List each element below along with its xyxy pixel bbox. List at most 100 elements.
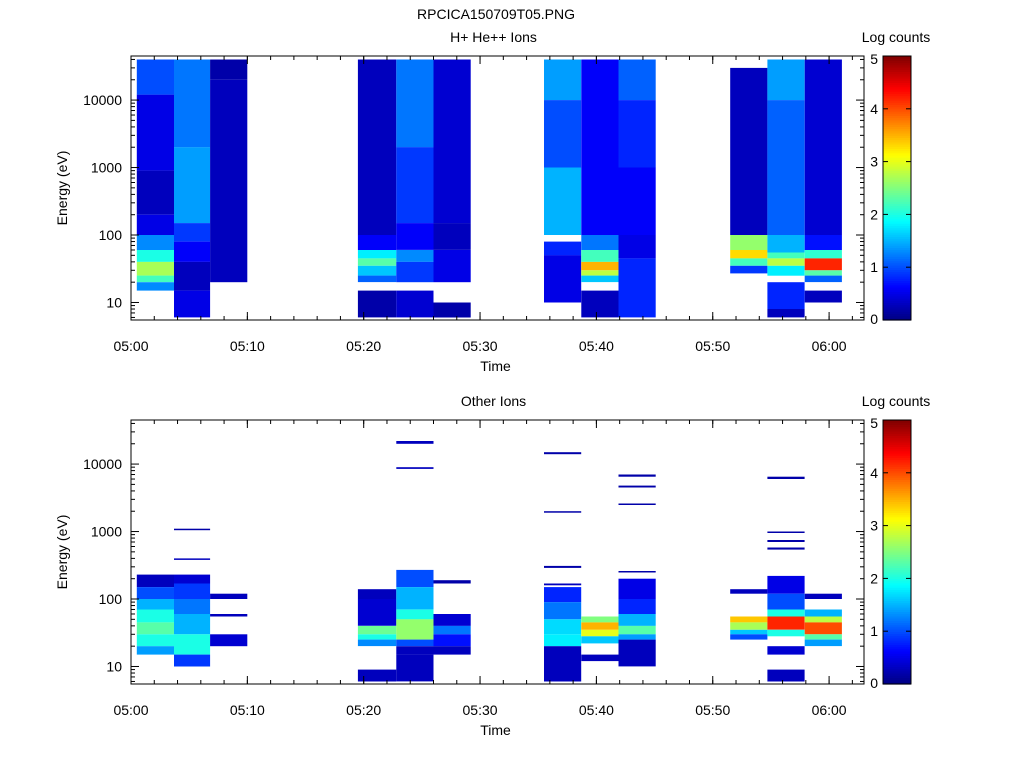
x-tick-label: 05:10 [230,702,265,718]
heatmap-cell [619,235,656,258]
colorbar: 012345 [870,51,911,327]
heatmap-cell [619,579,656,599]
heatmap-cell [730,634,767,639]
heatmap-cell [619,258,656,317]
x-tick-label: 05:40 [579,338,614,354]
heatmap-cell [434,223,471,250]
heatmap-cell [619,486,656,488]
heatmap-cell [396,441,433,444]
heatmap-cell [544,566,581,568]
heatmap-cell [619,475,656,477]
colorbar-tick-label: 0 [870,311,878,327]
heatmap-cell [396,250,433,262]
heatmap-cell [767,60,804,101]
heatmap-cell [396,262,433,282]
heatmap-cell [730,250,767,258]
heatmap-cell [396,291,433,318]
heatmap-cell [396,147,433,223]
heatmap-cell [767,309,804,317]
heatmap-cell [396,640,433,647]
x-tick-label: 05:20 [346,338,381,354]
colorbar-tick-label: 4 [870,465,878,481]
x-tick-label: 05:20 [346,702,381,718]
heatmap-cell [767,646,804,654]
x-tick-label: 06:00 [812,338,847,354]
heatmap-cell [396,570,433,587]
colorbar-tick-label: 3 [870,154,878,170]
heatmap-cell [581,655,618,662]
heatmap-cell [137,60,174,95]
heatmap-cell [358,634,396,639]
heatmap-cell [581,276,618,283]
heatmap-cell [434,614,471,626]
heatmap-cell [137,282,174,290]
heatmap-cell [767,630,804,637]
y-tick-label: 10000 [83,92,122,108]
heatmap-cell [544,634,581,646]
heatmap-cell [767,610,804,617]
heatmap-cell [581,270,618,275]
heatmap-cell [396,655,433,682]
panel-h-he-ions: H+ He++ IonsTimeEnergy (eV)05:00 05:10 05:… [54,29,930,374]
heatmap-cell [581,630,618,637]
heatmap-cell [767,266,804,276]
x-tick-label: 05:00 [113,702,148,718]
heatmap-cell [805,622,842,634]
heatmap-cell [619,626,656,634]
y-tick-label: 10 [106,294,122,310]
colorbar-tick-label: 2 [870,206,878,222]
heatmap-cell [767,258,804,265]
heatmap-cell [619,634,656,639]
heatmap-cell [730,266,767,274]
heatmap-cell [174,584,210,600]
heatmap-cell [544,168,581,236]
y-tick-label: 10 [106,658,122,674]
colorbar: 012345 [870,415,911,691]
heatmap-cell [137,622,174,634]
heatmap-cell [396,223,433,250]
heatmap-cell [767,670,804,682]
heatmap-cell [730,68,767,235]
heatmap-cell [137,95,174,171]
heatmap-cell [137,646,174,654]
x-tick-label: 05:30 [463,338,498,354]
heatmap-cells [137,60,842,318]
heatmap-cell [358,589,396,599]
heatmap-cells [137,441,842,682]
heatmap-cell [137,171,174,215]
panel-title: Other Ions [461,393,526,409]
heatmap-cell [174,291,210,318]
heatmap-cell [581,60,618,236]
figure-canvas: RPCICA150709T05.PNG H+ He++ IonsTimeEner… [0,0,1024,768]
colorbar-tick-label: 5 [870,51,878,67]
heatmap-cell [210,80,247,282]
heatmap-cell [767,576,804,594]
colorbar-tick-label: 3 [870,518,878,534]
heatmap-cell [174,655,210,667]
heatmap-cell [805,60,842,236]
heatmap-cell [581,250,618,262]
heatmap-cell [210,614,247,617]
heatmap-cell [767,477,804,479]
heatmap-cell [544,242,581,256]
heatmap-cell [396,587,433,609]
heatmap-cell [434,580,471,583]
heatmap-cell [358,60,396,236]
heatmap-cell [137,250,174,262]
heatmap-cell [619,100,656,168]
heatmap-cell [730,617,767,623]
heatmap-cell [767,617,804,630]
heatmap-cell [174,599,210,614]
x-tick-label: 05:40 [579,702,614,718]
heatmap-cell [544,587,581,602]
heatmap-cell [137,235,174,250]
heatmap-cell [210,60,247,80]
x-tick-label: 05:10 [230,338,265,354]
x-tick-label: 05:50 [695,338,730,354]
heatmap-cell [174,262,210,291]
heatmap-cell [544,646,581,681]
colorbar-tick-label: 1 [870,623,878,639]
heatmap-cell [767,532,804,534]
heatmap-cell [730,622,767,629]
heatmap-cell [544,100,581,168]
